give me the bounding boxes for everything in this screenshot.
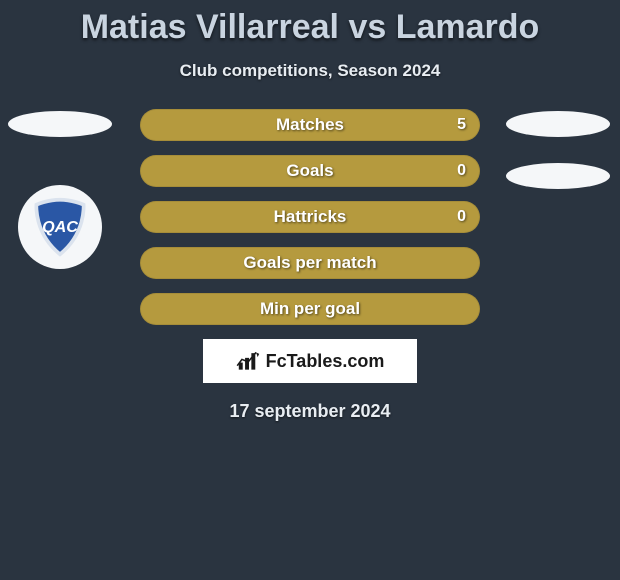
brand-box: FcTables.com (203, 339, 417, 383)
stat-label: Hattricks (274, 207, 347, 227)
club-shield-letters: QAC (42, 218, 78, 236)
stat-row: Goals per match (140, 247, 480, 279)
comparison-content: QAC Matches 5 Goals 0 Hattricks 0 Goals per ma… (0, 109, 620, 422)
stat-label: Matches (276, 115, 344, 135)
club-shield-icon: QAC (29, 196, 91, 258)
stat-row: Min per goal (140, 293, 480, 325)
subtitle: Club competitions, Season 2024 (0, 61, 620, 81)
brand-text: FcTables.com (266, 351, 385, 372)
stat-label: Goals per match (243, 253, 376, 273)
stat-label: Min per goal (260, 299, 360, 319)
stat-row: Matches 5 (140, 109, 480, 141)
player-left-ellipse-1 (8, 111, 112, 137)
stat-value-right: 5 (457, 116, 466, 134)
brand-chart-icon (236, 350, 262, 372)
date-line: 17 september 2024 (0, 401, 620, 422)
stat-rows: Matches 5 Goals 0 Hattricks 0 Goals per match M… (140, 109, 480, 325)
stat-row: Goals 0 (140, 155, 480, 187)
player-right-ellipse-1 (506, 111, 610, 137)
page-title: Matias Villarreal vs Lamardo (0, 0, 620, 47)
stat-row: Hattricks 0 (140, 201, 480, 233)
stat-value-right: 0 (457, 162, 466, 180)
player-right-ellipse-2 (506, 163, 610, 189)
stat-value-right: 0 (457, 208, 466, 226)
stat-label: Goals (286, 161, 333, 181)
club-badge-left: QAC (18, 185, 102, 269)
